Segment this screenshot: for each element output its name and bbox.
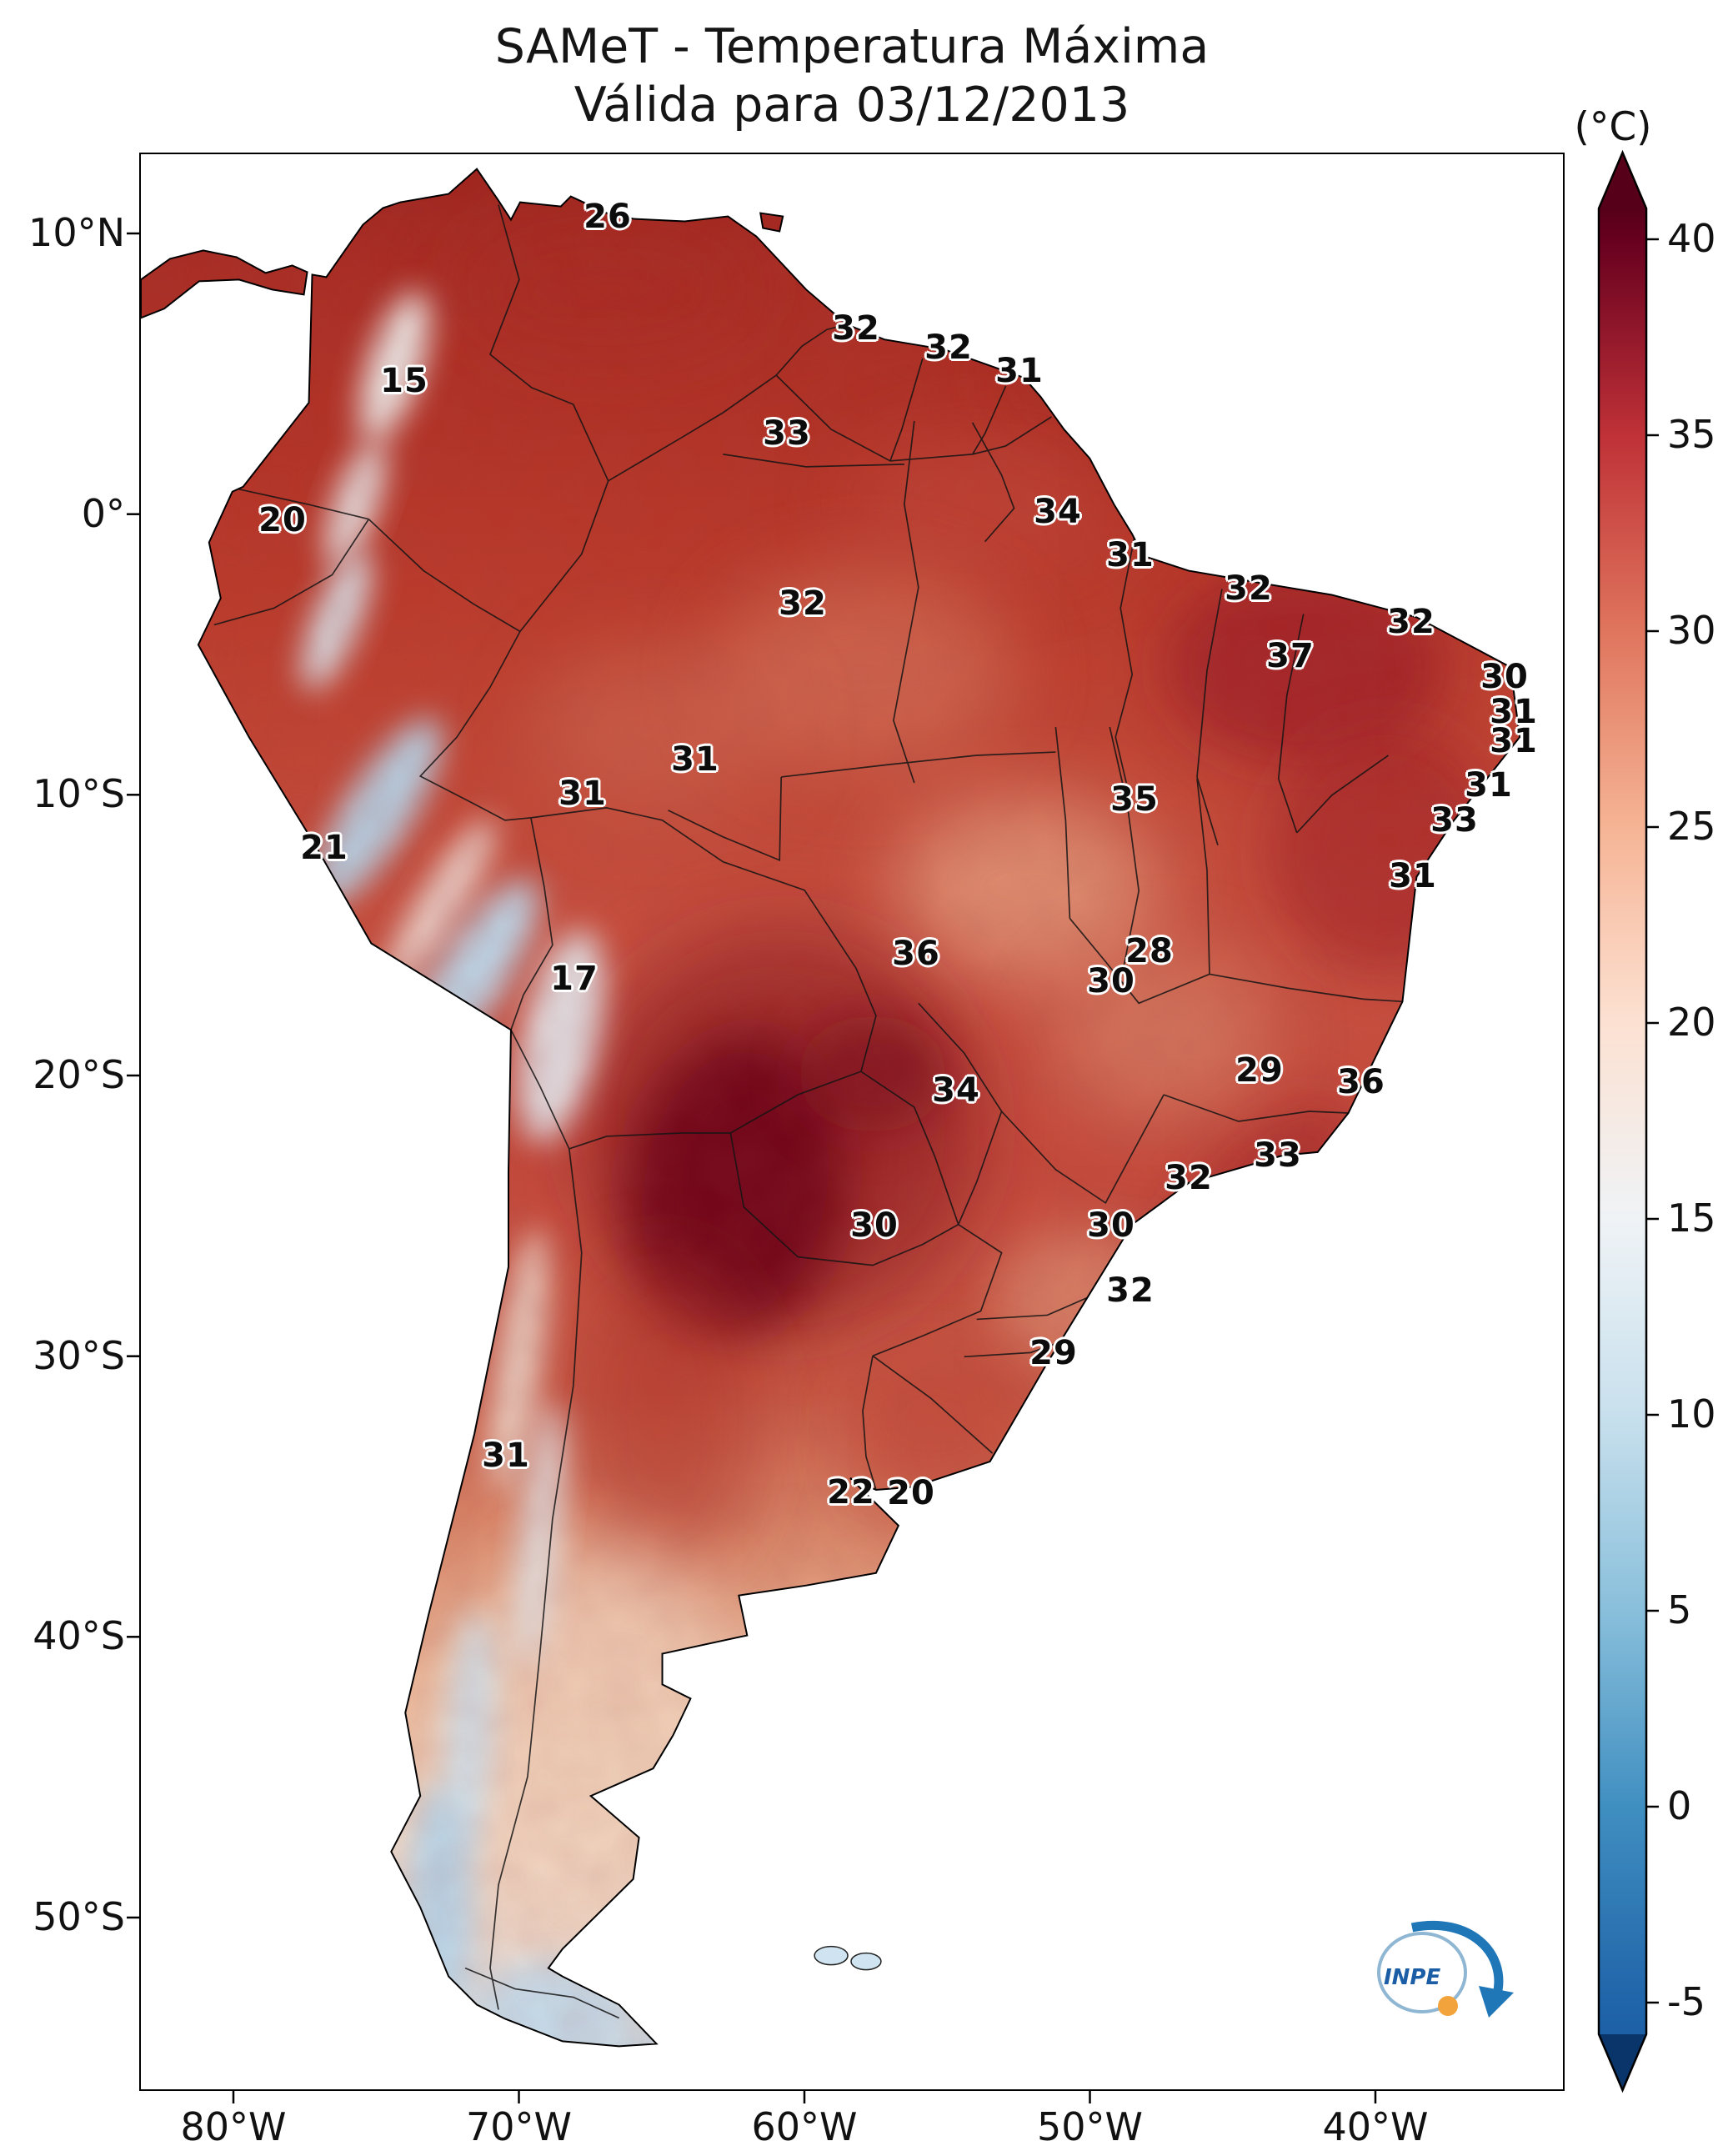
raster-noise-texture — [141, 168, 1520, 2047]
y-axis-tick-label: 30°S — [33, 1332, 125, 1378]
coastline — [141, 168, 1521, 2048]
temperature-label: 31 — [1465, 766, 1513, 805]
temperature-label: 32 — [832, 309, 880, 348]
y-axis-tick-label: 10°N — [28, 209, 125, 255]
title-line-2: Válida para 03/12/2013 — [573, 77, 1130, 133]
temperature-label: 17 — [550, 960, 599, 998]
y-axis-tick-label: 40°S — [33, 1613, 125, 1659]
colorbar-tick-marks — [1646, 238, 1659, 2004]
temperature-label: 32 — [1387, 603, 1435, 641]
temperature-label: 31 — [995, 352, 1044, 390]
temperature-label: 34 — [1034, 493, 1082, 531]
x-axis-tick-label: 60°W — [751, 2104, 858, 2149]
temperature-label: 21 — [300, 829, 348, 867]
x-axis-tick-marks — [232, 2091, 1377, 2103]
y-axis-tick-marks — [127, 232, 139, 1919]
temperature-label: 33 — [1254, 1136, 1302, 1175]
temperature-label: 33 — [763, 414, 811, 453]
temperature-label: 35 — [1110, 780, 1159, 819]
y-axis-tick-label: 10°S — [33, 771, 125, 817]
figure-title: SAMeT - Temperatura Máxima Válida para 0… — [139, 18, 1565, 134]
temperature-label: 32 — [1165, 1159, 1213, 1197]
colorbar-unit-label: (°C) — [1574, 104, 1652, 150]
temperature-label: 31 — [1106, 536, 1155, 574]
temperature-label: 22 — [827, 1473, 875, 1512]
colorbar-outline — [1597, 149, 1648, 2093]
temperature-label: 31 — [558, 775, 607, 813]
colorbar-tick-label: 10 — [1667, 1391, 1716, 1436]
temperature-label: 30 — [1087, 962, 1135, 1000]
map-plot-area — [139, 153, 1565, 2091]
temperature-label: 28 — [1125, 932, 1174, 970]
colorbar-tick-label: 5 — [1667, 1587, 1692, 1632]
temperature-label: 36 — [892, 935, 940, 973]
temperature-label: 31 — [1389, 857, 1437, 895]
colorbar-tick-label: 30 — [1667, 607, 1716, 653]
colorbar-extend-over — [1599, 153, 1646, 208]
temperature-label: 20 — [258, 501, 307, 539]
temperature-label: 32 — [1106, 1271, 1155, 1310]
temperature-label: 31 — [1490, 722, 1538, 760]
temperature-label: 32 — [1225, 569, 1273, 608]
temperature-label: 32 — [779, 584, 827, 623]
temperature-label: 30 — [1087, 1206, 1135, 1245]
political-borders — [213, 204, 1403, 2019]
y-axis-tick-label: 0° — [81, 490, 125, 536]
colorbar-tick-label: 20 — [1667, 999, 1716, 1045]
x-axis-tick-label: 40°W — [1322, 2104, 1429, 2149]
colorbar-tick-label: 35 — [1667, 411, 1716, 457]
temperature-label: 30 — [850, 1206, 899, 1245]
colorbar-tick-label: 40 — [1667, 215, 1716, 261]
temperature-label: 32 — [924, 328, 973, 367]
temperature-label: 20 — [887, 1474, 935, 1512]
colorbar-tick-label: 0 — [1667, 1782, 1692, 1828]
temperature-label: 29 — [1235, 1051, 1284, 1090]
temperature-label: 26 — [584, 198, 632, 236]
temperature-label: 36 — [1337, 1063, 1385, 1101]
temperature-label: 33 — [1430, 801, 1479, 840]
y-axis-tick-label: 20°S — [33, 1051, 125, 1097]
y-axis-tick-label: 50°S — [33, 1893, 125, 1939]
falkland-islands — [814, 1945, 882, 1971]
temperature-label: 31 — [482, 1436, 530, 1475]
temperature-label: 29 — [1029, 1334, 1078, 1372]
colorbar-tick-label: -5 — [1667, 1978, 1705, 2024]
x-axis-tick-label: 50°W — [1036, 2104, 1144, 2149]
temperature-label: 34 — [932, 1071, 980, 1110]
south-america-map — [141, 168, 1521, 2048]
x-axis-tick-label: 70°W — [465, 2104, 573, 2149]
temperature-label: 30 — [1480, 658, 1529, 696]
temperature-raster — [141, 168, 1520, 2047]
temperature-label: 37 — [1266, 637, 1315, 675]
colorbar — [1597, 149, 1659, 2093]
colorbar-extend-under — [1599, 2034, 1646, 2090]
title-line-1: SAMeT - Temperatura Máxima — [494, 19, 1210, 74]
temperature-label: 15 — [380, 362, 428, 400]
temperature-label: 31 — [671, 740, 719, 779]
x-axis-tick-label: 80°W — [180, 2104, 287, 2149]
colorbar-tick-label: 25 — [1667, 803, 1716, 849]
colorbar-gradient-bar — [1599, 208, 1646, 2034]
temperature-label: 31 — [1490, 693, 1538, 731]
colorbar-tick-label: 15 — [1667, 1195, 1716, 1241]
